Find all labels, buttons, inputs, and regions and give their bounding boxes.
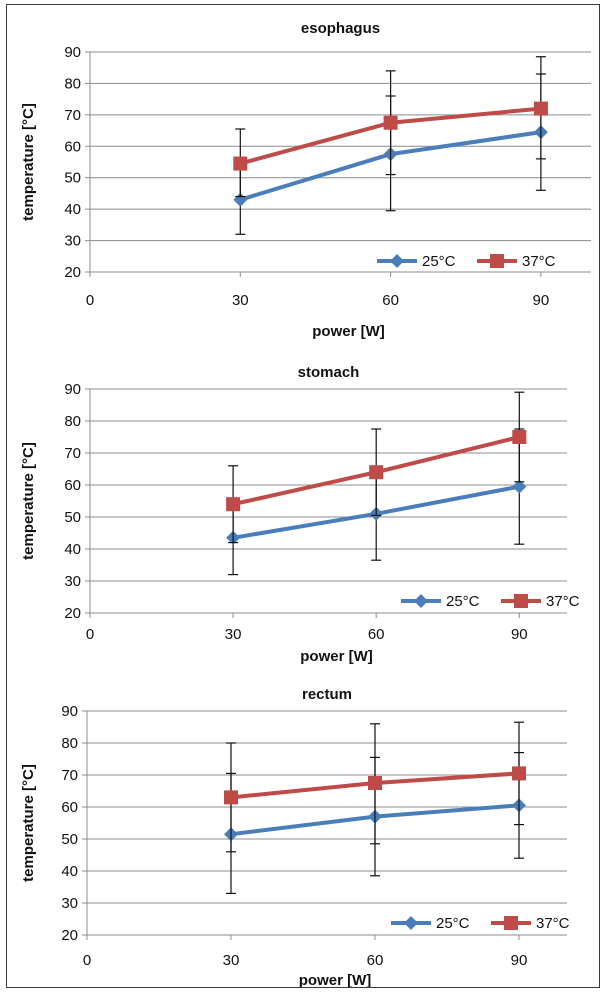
y-tick-label: 20 [64, 605, 81, 622]
legend: 25°C 37°C [377, 253, 556, 270]
legend-label: 25°C [422, 253, 456, 270]
y-tick-label: 30 [64, 233, 81, 250]
y-tick-label: 20 [61, 927, 78, 944]
data-point-diamond [512, 479, 527, 494]
legend-marker-square [504, 916, 518, 930]
data-point-square [368, 776, 382, 790]
y-tick-label: 60 [61, 799, 78, 816]
series-37c [224, 721, 526, 853]
data-point-square [533, 101, 548, 116]
legend-label: 37°C [546, 593, 580, 610]
chart-title: stomach [298, 364, 360, 381]
data-point-square [226, 497, 241, 512]
y-tick-label: 60 [64, 477, 81, 494]
legend-marker-diamond [404, 916, 418, 930]
legend-marker-diamond [390, 254, 404, 268]
y-tick-label: 30 [61, 895, 78, 912]
legend-label: 25°C [446, 593, 480, 610]
y-tick-label: 90 [64, 44, 81, 61]
y-tick-label: 50 [64, 509, 81, 526]
chart-stomach: stomach 20 30 40 50 60 70 80 90 0 30 60 90 power [W] t… [20, 364, 580, 665]
x-tick-label: 30 [223, 952, 240, 969]
x-tick-label: 60 [368, 626, 385, 643]
legend-label: 37°C [522, 253, 556, 270]
x-tick-label: 90 [511, 626, 528, 643]
y-tick-label: 70 [64, 445, 81, 462]
legend-marker-square [490, 254, 504, 268]
y-tick-label: 50 [64, 170, 81, 187]
legend: 25°C 37°C [401, 593, 580, 610]
y-axis-label: temperature [°C] [20, 764, 37, 882]
y-tick-label: 40 [64, 201, 81, 218]
y-tick-label: 90 [64, 381, 81, 398]
y-tick-label: 60 [64, 138, 81, 155]
data-point-square [233, 156, 248, 171]
y-axis-label: temperature [°C] [20, 103, 37, 221]
y-tick-label: 40 [64, 541, 81, 558]
y-tick-label: 80 [64, 413, 81, 430]
chart-title: rectum [302, 686, 352, 703]
y-tick-label: 70 [61, 767, 78, 784]
y-tick-label: 20 [64, 264, 81, 281]
x-tick-label: 0 [86, 626, 94, 643]
series-37c [233, 56, 548, 198]
x-tick-label: 30 [225, 626, 242, 643]
data-point-square [383, 115, 398, 130]
y-tick-label: 40 [61, 863, 78, 880]
x-axis-label: power [W] [312, 323, 385, 340]
x-axis-label: power [W] [300, 648, 373, 665]
legend-marker-diamond [414, 594, 428, 608]
x-axis-label: power [W] [299, 972, 372, 987]
chart-rectum: rectum 20 30 40 50 60 70 80 90 0 30 60 90 power [W] te… [20, 686, 570, 987]
data-point-square [224, 790, 238, 805]
y-tick-label: 80 [64, 75, 81, 92]
y-tick-label: 90 [61, 703, 78, 720]
x-tick-label: 30 [232, 292, 249, 309]
legend: 25°C 37°C [391, 915, 570, 932]
chart-title: esophagus [301, 20, 380, 37]
y-axis-label: temperature [°C] [20, 442, 37, 560]
x-tick-label: 0 [86, 292, 94, 309]
legend-label: 25°C [436, 915, 470, 932]
data-point-square [512, 766, 526, 781]
y-tick-label: 50 [61, 831, 78, 848]
x-tick-label: 90 [511, 952, 528, 969]
chart-esophagus: esophagus 20 30 40 50 60 70 80 90 0 30 60 90 power [W… [20, 20, 591, 340]
legend-marker-square [514, 594, 528, 608]
x-tick-label: 90 [533, 292, 550, 309]
data-point-square [512, 430, 527, 444]
legend-label: 37°C [536, 915, 570, 932]
x-tick-label: 60 [382, 292, 399, 309]
y-tick-label: 70 [64, 107, 81, 124]
chart-svg: esophagus 20 30 40 50 60 70 80 90 0 30 60 90 power [W… [20, 20, 591, 987]
data-point-square [369, 465, 384, 480]
x-tick-label: 60 [367, 952, 384, 969]
y-tick-label: 80 [61, 735, 78, 752]
series-37c [226, 391, 527, 544]
figure-panel: esophagus 20 30 40 50 60 70 80 90 0 30 60 90 power [W… [6, 4, 600, 988]
y-tick-label: 30 [64, 573, 81, 590]
x-tick-label: 0 [83, 952, 91, 969]
